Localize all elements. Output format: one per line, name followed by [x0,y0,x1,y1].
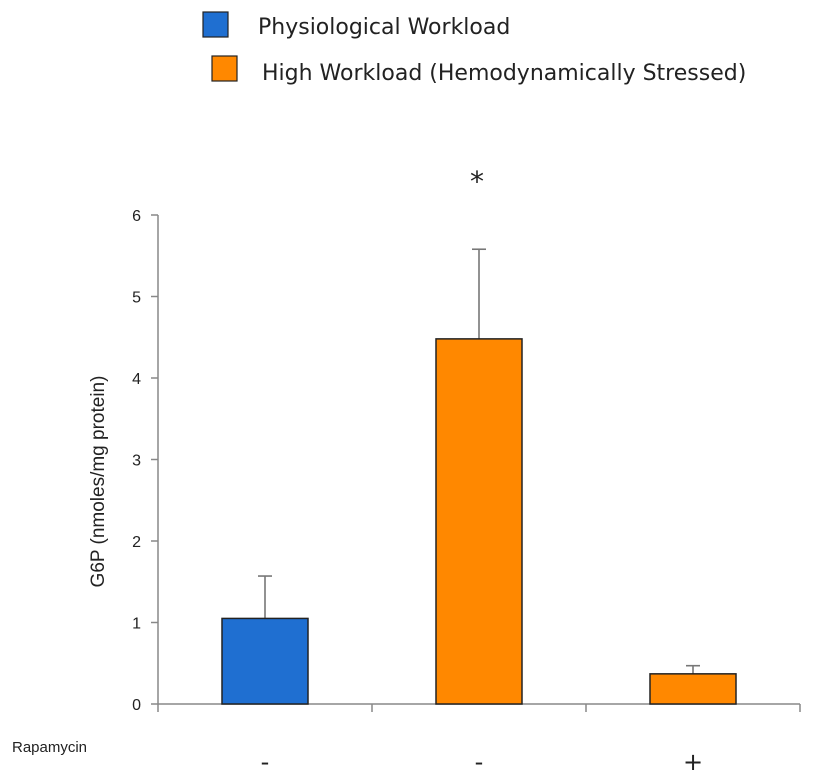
y-tick-label-1: 1 [132,616,141,633]
category-label-0: - [261,748,270,776]
bars [221,248,737,705]
rapamycin-row-label: Rapamycin [12,739,87,756]
significance-marker: * [470,165,484,198]
legend-swatch-0 [202,11,229,38]
legend-label-1: High Workload (Hemodynamically Stressed) [262,61,746,86]
y-tick-label-3: 3 [132,453,141,470]
y-tick-label-4: 4 [132,371,141,388]
legend-label-0: Physiological Workload [258,15,510,40]
y-tick-label-5: 5 [132,290,141,307]
y-tick-label-2: 2 [132,534,141,551]
y-axis-label: G6P (nmoles/mg protein) [88,376,109,588]
category-label-2: + [683,748,703,776]
bar-2 [649,673,737,705]
legend: Physiological Workload High Workload (Hem… [202,11,746,86]
legend-swatch-1 [211,55,238,82]
bar-1 [435,338,523,705]
category-label-1: - [475,748,484,776]
bar-0 [221,617,309,705]
labels: * Rapamycin - - + [12,165,703,776]
y-tick-label-6: 6 [132,208,141,225]
y-tick-label-0: 0 [132,697,141,714]
